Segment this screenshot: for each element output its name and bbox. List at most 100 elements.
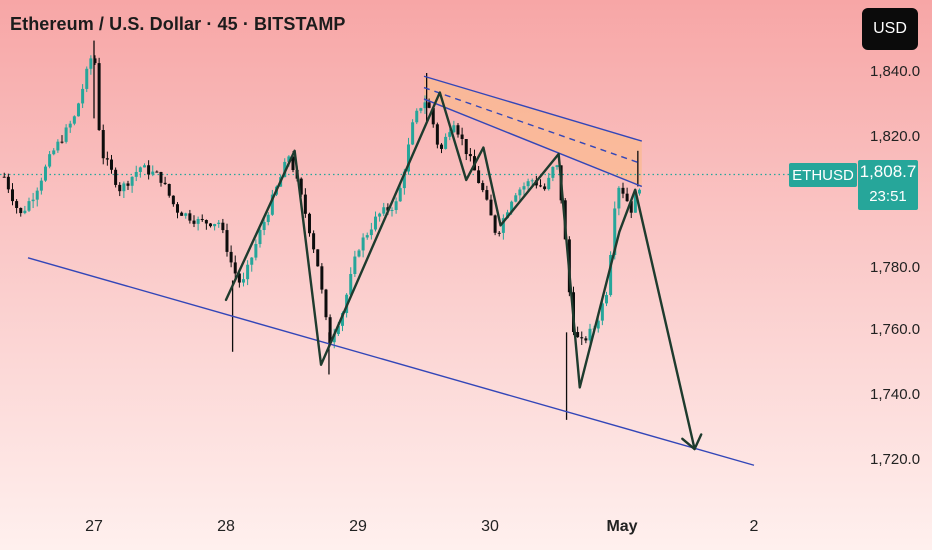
candle-body <box>419 108 423 111</box>
candle-body <box>493 215 497 233</box>
candle-body <box>52 150 56 155</box>
last-price-label: 1,808.7 23:51 <box>858 160 918 210</box>
candle-body <box>609 255 613 296</box>
candle-body <box>336 325 340 335</box>
candle-body <box>518 189 522 196</box>
candle-body <box>180 212 184 216</box>
candle-body <box>361 237 365 251</box>
candle-body <box>93 58 97 64</box>
channel-midline <box>423 86 643 165</box>
candle-body <box>97 63 101 131</box>
candle-body <box>538 185 542 187</box>
candle-body <box>349 274 353 295</box>
candle-body <box>188 213 192 221</box>
channel-line <box>423 98 643 188</box>
candle-body <box>617 187 621 209</box>
candle-body <box>489 199 493 216</box>
candle-body <box>200 218 204 221</box>
candle-body <box>225 230 229 252</box>
candle-body <box>23 210 27 214</box>
candle-body <box>254 244 258 258</box>
candle-body <box>382 207 386 214</box>
candle-body <box>217 222 221 225</box>
candle-body <box>43 166 47 181</box>
candle-body <box>406 144 410 172</box>
y-tick-label: 1,780.0 <box>870 259 921 276</box>
bar-countdown: 23:51 <box>869 188 907 205</box>
channel-line <box>27 257 755 466</box>
candle-body <box>411 122 415 145</box>
pattern-path <box>224 91 696 451</box>
candle-body <box>89 58 93 69</box>
resistance-zone <box>424 76 642 187</box>
x-tick-label: 27 <box>85 518 103 535</box>
candle-body <box>142 165 146 168</box>
candle-body <box>208 223 212 227</box>
candle-body <box>126 183 130 186</box>
candle-body <box>390 209 394 211</box>
candle-body <box>10 189 14 202</box>
candle-body <box>250 257 254 265</box>
candle-body <box>312 233 316 250</box>
candle-body <box>138 167 142 172</box>
candle-body <box>394 201 398 210</box>
candle-body <box>31 199 35 202</box>
candle-body <box>460 134 464 140</box>
candle-body <box>233 262 237 274</box>
candle-body <box>39 180 43 191</box>
candle-body <box>369 229 373 236</box>
candle-body <box>551 166 555 178</box>
candle-body <box>68 123 72 128</box>
candle-body <box>423 102 427 109</box>
candle-body <box>19 207 23 214</box>
candle-body <box>596 320 600 329</box>
candle-body <box>2 176 6 178</box>
candle-body <box>530 180 534 182</box>
candle-body <box>580 337 584 339</box>
candle-body <box>555 165 559 167</box>
candle-body <box>456 125 460 135</box>
symbol-label: ETHUSD <box>789 163 857 187</box>
candle-body <box>85 68 89 89</box>
candle-body <box>175 204 179 213</box>
candle-body <box>81 88 85 104</box>
candle-body <box>316 249 320 267</box>
chart-title: Ethereum / U.S. Dollar · 45 · BITSTAMP <box>10 14 346 34</box>
x-tick-label: 30 <box>481 518 499 535</box>
candle-body <box>452 125 456 133</box>
x-tick-label: 2 <box>749 518 759 535</box>
candle-body <box>258 230 262 245</box>
candle-body <box>105 158 109 160</box>
candle-body <box>353 256 357 275</box>
candle-body <box>155 171 159 173</box>
candle-body <box>547 177 551 190</box>
candle-body <box>192 220 196 224</box>
candle-body <box>435 124 439 145</box>
candle-body <box>237 273 241 283</box>
candle-body <box>262 221 266 231</box>
candle-body <box>485 190 489 200</box>
candle-body <box>76 103 80 117</box>
candle-body <box>35 190 39 200</box>
candle-body <box>332 334 336 343</box>
candle-body <box>378 213 382 217</box>
candle-body <box>415 110 419 123</box>
candle-body <box>604 295 608 304</box>
candle-body <box>481 183 485 191</box>
candle-body <box>522 186 526 190</box>
candle-body <box>497 232 501 234</box>
candle-body <box>196 218 200 224</box>
candle-body <box>637 189 641 194</box>
candle-body <box>291 156 295 171</box>
candle-body <box>340 313 344 326</box>
candle-body <box>213 224 217 227</box>
candle-body <box>629 201 633 213</box>
candle-body <box>307 213 311 234</box>
candle-body <box>328 317 332 343</box>
candle-body <box>151 171 155 175</box>
currency-button[interactable]: USD <box>862 8 918 50</box>
candle-body <box>588 328 592 341</box>
candle-body <box>543 186 547 190</box>
